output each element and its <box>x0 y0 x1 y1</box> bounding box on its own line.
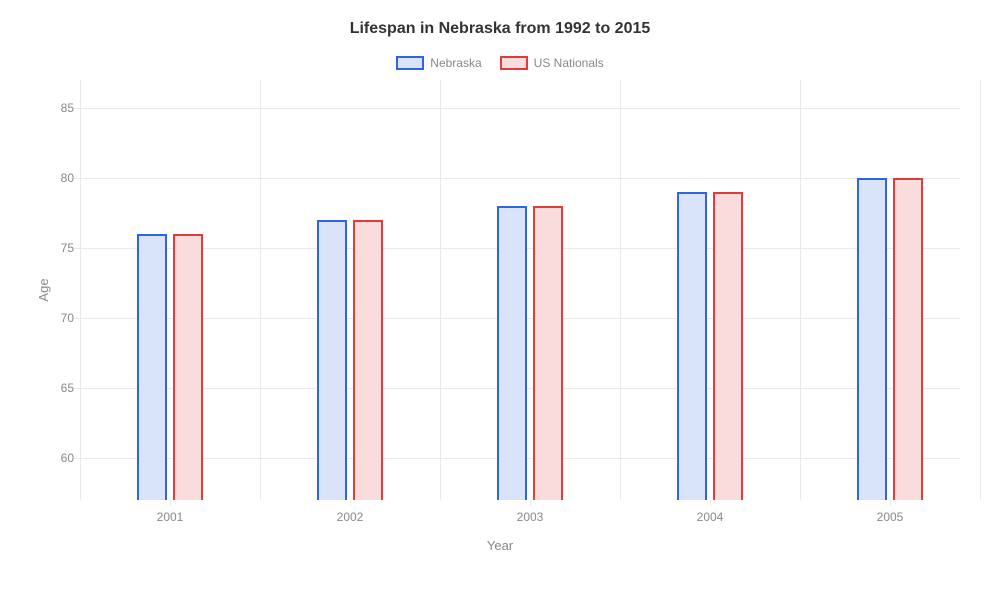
bar <box>317 220 347 500</box>
chart-container: Lifespan in Nebraska from 1992 to 2015 N… <box>0 0 1000 600</box>
bar-group <box>317 220 383 500</box>
x-tick-label: 2001 <box>157 510 184 524</box>
bar <box>713 192 743 500</box>
bar <box>677 192 707 500</box>
bar <box>137 234 167 500</box>
x-axis-label: Year <box>20 538 980 553</box>
x-tick-label: 2002 <box>337 510 364 524</box>
bar-group <box>677 192 743 500</box>
x-tick-label: 2003 <box>517 510 544 524</box>
bars-layer <box>80 80 960 500</box>
x-tick-mark <box>710 500 711 506</box>
bar-group <box>857 178 923 500</box>
y-tick-label: 70 <box>44 311 74 325</box>
legend-item-us-nationals: US Nationals <box>500 56 604 70</box>
y-tick-label: 75 <box>44 241 74 255</box>
y-tick-label: 65 <box>44 381 74 395</box>
legend-swatch-us-nationals <box>500 56 528 70</box>
legend: Nebraska US Nationals <box>20 56 980 70</box>
bar <box>533 206 563 500</box>
plot-area: Age 60657075808520012002200320042005 <box>80 80 960 500</box>
y-axis-label: Age <box>36 278 51 301</box>
x-tick-label: 2004 <box>697 510 724 524</box>
legend-label-us-nationals: US Nationals <box>534 56 604 70</box>
bar <box>857 178 887 500</box>
x-tick-label: 2005 <box>877 510 904 524</box>
y-tick-label: 60 <box>44 451 74 465</box>
bar-group <box>137 234 203 500</box>
legend-label-nebraska: Nebraska <box>430 56 481 70</box>
bar <box>497 206 527 500</box>
legend-swatch-nebraska <box>396 56 424 70</box>
bar <box>173 234 203 500</box>
y-tick-label: 80 <box>44 171 74 185</box>
x-tick-mark <box>170 500 171 506</box>
bar-group <box>497 206 563 500</box>
x-tick-mark <box>350 500 351 506</box>
chart-title: Lifespan in Nebraska from 1992 to 2015 <box>20 20 980 38</box>
x-tick-mark <box>530 500 531 506</box>
bar <box>353 220 383 500</box>
legend-item-nebraska: Nebraska <box>396 56 481 70</box>
bar <box>893 178 923 500</box>
x-tick-mark <box>890 500 891 506</box>
y-tick-label: 85 <box>44 101 74 115</box>
gridline-v <box>980 80 981 500</box>
